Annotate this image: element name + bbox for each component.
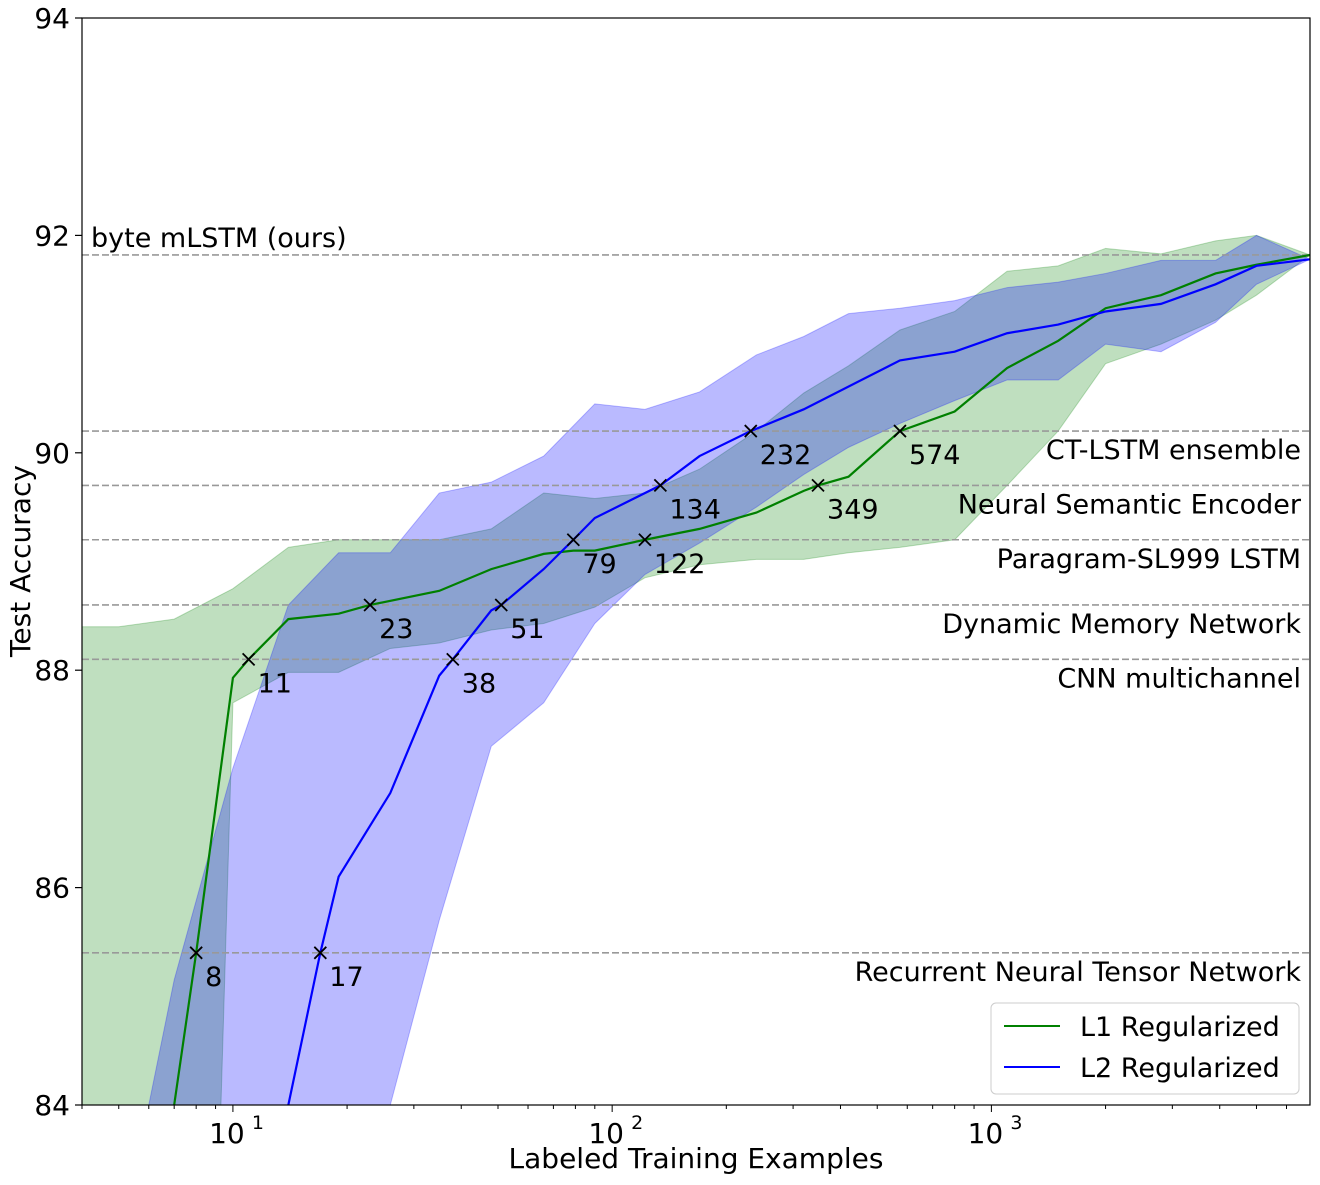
marker-x: [494, 598, 508, 612]
y-tick-label: 92: [34, 219, 70, 252]
y-tick-label: 94: [34, 2, 70, 35]
reference-label: Neural Semantic Encoder: [958, 489, 1302, 520]
marker-label: 349: [827, 494, 879, 525]
marker-x: [653, 478, 667, 493]
reference-lines: byte mLSTM (ours) CT-LSTM ensemble Neural …: [82, 223, 1310, 988]
marker-x: [811, 478, 825, 493]
marker-label: 134: [669, 494, 721, 525]
x-tick-exponent: 1: [252, 1112, 264, 1134]
y-tick-label: 88: [34, 654, 70, 687]
marker-x: [446, 652, 460, 666]
series-line-2: [287, 258, 1310, 1105]
reference-label: byte mLSTM (ours): [91, 223, 347, 254]
marker-label: 17: [329, 962, 363, 993]
band-1: [82, 234, 1310, 1105]
reference-label: CT-LSTM ensemble: [1046, 435, 1301, 466]
marker-label: 79: [582, 549, 616, 580]
legend: L1 Regularized L2 Regularized: [990, 1002, 1300, 1095]
legend-label: L1 Regularized: [1080, 1012, 1280, 1043]
confidence-bands: [82, 234, 1310, 1105]
series-lines: [173, 253, 1310, 1105]
reference-label: Dynamic Memory Network: [942, 609, 1301, 640]
x-tick-exponent: 3: [1010, 1112, 1022, 1134]
y-axis-label: Test Accuracy: [4, 465, 37, 658]
marker-x: [363, 598, 377, 612]
x-tick-exponent: 2: [631, 1112, 643, 1134]
x-axis-label: Labeled Training Examples: [509, 1142, 884, 1175]
marker-x: [313, 946, 327, 960]
y-tick-label: 84: [34, 1089, 70, 1122]
marker-label: 51: [510, 614, 544, 645]
markers: 8 11 23 122 349 574 17 38 51 79 134 232: [189, 424, 961, 993]
plot-frame: [81, 17, 1311, 1106]
y-tick-label: 86: [34, 872, 70, 905]
marker-label: 11: [258, 668, 292, 699]
marker-label: 38: [462, 668, 496, 699]
marker-label: 574: [909, 440, 961, 471]
y-tick-label: 90: [34, 437, 70, 470]
marker-label: 122: [654, 549, 706, 580]
marker-x: [189, 946, 203, 960]
axes: 84 86 88 90 92 94 10 1 10 2 10 3: [34, 2, 1288, 1150]
marker-label: 232: [760, 440, 812, 471]
marker-x: [893, 424, 907, 438]
marker-label: 23: [379, 614, 413, 645]
marker-x: [241, 652, 256, 666]
band-2: [148, 234, 1310, 1105]
x-tick-label: 10: [588, 1117, 624, 1150]
x-tick-label: 10: [968, 1117, 1004, 1150]
marker-x: [744, 424, 758, 438]
reference-label: CNN multichannel: [1057, 663, 1301, 694]
marker-x: [638, 533, 652, 547]
reference-label: Paragram-SL999 LSTM: [997, 544, 1301, 575]
marker-x: [566, 533, 580, 547]
x-tick-label: 10: [209, 1117, 245, 1150]
series-line-1: [173, 253, 1310, 1105]
legend-box: [990, 1002, 1300, 1095]
reference-label: Recurrent Neural Tensor Network: [855, 957, 1302, 988]
marker-label: 8: [205, 962, 222, 993]
legend-label: L2 Regularized: [1080, 1053, 1280, 1084]
